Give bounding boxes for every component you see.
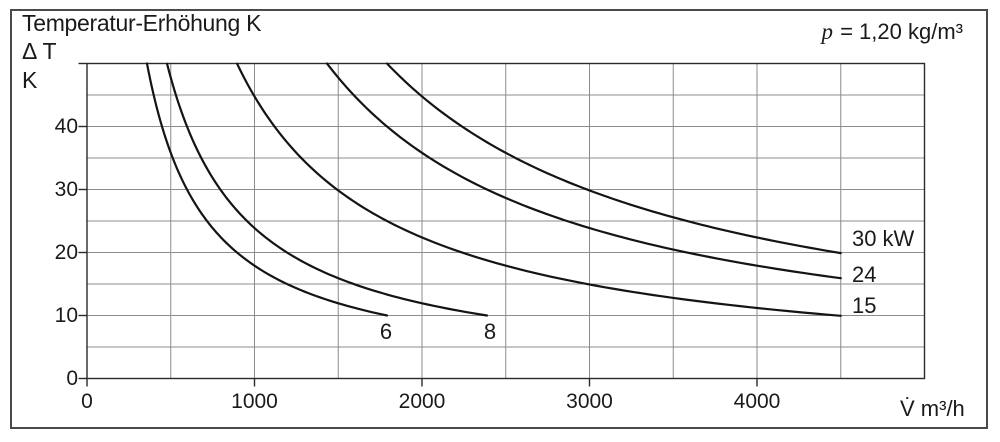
- y-axis-title-unit: K: [22, 67, 38, 93]
- curve-6kw: [145, 62, 389, 317]
- x-tick-label: 4000: [733, 389, 781, 413]
- y-tick-label: 20: [54, 240, 78, 264]
- x-tick-label: 2000: [398, 389, 446, 413]
- curve-15kw: [235, 62, 842, 317]
- y-tick-label: 40: [54, 114, 78, 138]
- x-tick-label: 0: [81, 389, 93, 413]
- x-tick-label: 3000: [566, 389, 613, 413]
- curve-24kw: [325, 62, 842, 280]
- curve-30kw: [385, 62, 842, 255]
- curve-label: 24: [851, 261, 877, 287]
- y-axis-title: Δ T K: [22, 37, 57, 95]
- curve-label: 8: [483, 318, 497, 344]
- curve-8kw: [165, 62, 489, 317]
- curve-label: 30 kW: [851, 226, 915, 252]
- density-value: = 1,20 kg/m³: [833, 19, 963, 44]
- density-symbol: p: [821, 19, 833, 44]
- y-tick-label: 30: [54, 177, 78, 201]
- plot-frame: [86, 62, 926, 380]
- y-axis-title-quantity: Δ T: [22, 38, 57, 64]
- x-tick-label: 1000: [231, 389, 278, 413]
- curve-label: 15: [851, 293, 877, 319]
- y-tick-label: 10: [54, 303, 78, 327]
- chart-title: Temperatur-Erhöhung K: [22, 10, 262, 36]
- y-tick-label: 0: [66, 366, 78, 390]
- x-axis-unit: V̇ m³/h: [900, 396, 965, 421]
- curve-label: 6: [379, 318, 393, 344]
- density-annotation: p = 1,20 kg/m³: [821, 19, 963, 45]
